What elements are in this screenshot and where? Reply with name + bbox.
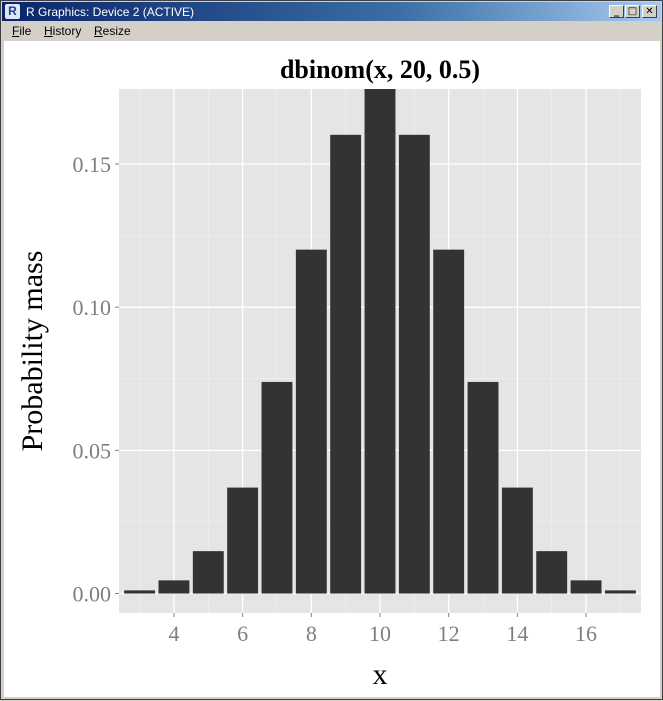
menu-bar: File History Resize (2, 21, 661, 40)
close-button[interactable]: ✕ (642, 5, 657, 18)
x-tick-label: 14 (506, 621, 528, 646)
bar (501, 487, 533, 594)
x-tick-label: 8 (306, 621, 317, 646)
x-axis-label: x (373, 658, 388, 691)
plot-canvas: 0.00 0.05 0.10 0.15 4 6 8 10 12 14 16 dbinom(x, 20,… (4, 41, 660, 697)
title-bar[interactable]: R R Graphics: Device 2 (ACTIVE) _ □ ✕ (2, 2, 661, 21)
chart-svg: 0.00 0.05 0.10 0.15 4 6 8 10 12 14 16 dbinom(x, 20,… (16, 55, 641, 691)
bar (124, 590, 156, 594)
bar (192, 551, 224, 594)
chart-title: dbinom(x, 20, 0.5) (280, 55, 480, 84)
bar (398, 134, 430, 594)
x-tick-label: 10 (369, 621, 391, 646)
r-logo-icon: R (5, 4, 20, 19)
bar (467, 381, 499, 594)
y-tick-label: 0.05 (73, 438, 112, 463)
bar (261, 381, 293, 594)
maximize-button[interactable]: □ (625, 5, 640, 18)
bar (330, 134, 362, 594)
bar (295, 249, 327, 594)
y-tick-label: 0.00 (73, 582, 112, 607)
bar (227, 487, 259, 594)
bar (433, 249, 465, 594)
bar (536, 551, 568, 594)
x-tick-label: 6 (237, 621, 248, 646)
bar (604, 590, 636, 594)
y-tick-label: 0.10 (73, 295, 112, 320)
y-axis-label: Probability mass (16, 251, 49, 452)
bar (570, 580, 602, 594)
menu-file[interactable]: File (12, 24, 32, 38)
bar (158, 580, 190, 594)
x-tick-label: 16 (575, 621, 597, 646)
menu-history[interactable]: History (44, 24, 82, 38)
x-tick-label: 12 (438, 621, 460, 646)
menu-resize[interactable]: Resize (94, 24, 131, 38)
bar (364, 89, 396, 594)
minimize-button[interactable]: _ (609, 5, 624, 18)
y-tick-label: 0.15 (73, 152, 112, 177)
window-title: R Graphics: Device 2 (ACTIVE) (26, 5, 195, 19)
x-tick-label: 4 (168, 621, 179, 646)
